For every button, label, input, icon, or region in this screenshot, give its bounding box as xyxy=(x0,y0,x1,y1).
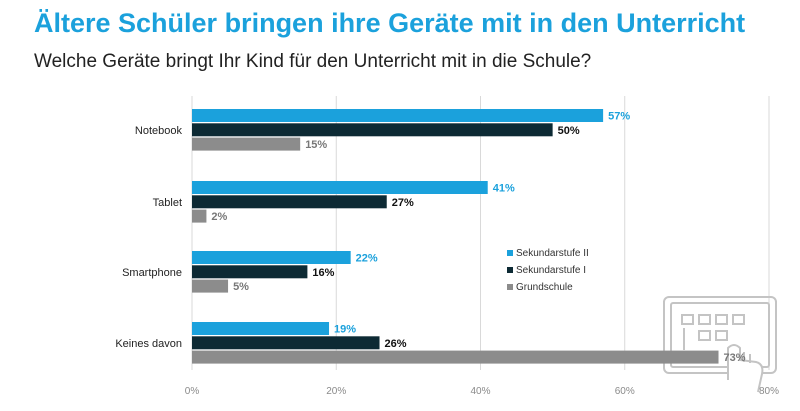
bar-keines-davon-sekundarstufe-ii xyxy=(192,322,330,335)
category-label-tablet: Tablet xyxy=(153,197,182,209)
bar-keines-davon-grundschule xyxy=(192,350,719,364)
legend-swatch-sekundarstufe-i xyxy=(507,267,513,273)
bar-tablet-grundschule xyxy=(192,209,207,223)
chart-title: Ältere Schüler bringen ihre Geräte mit i… xyxy=(34,8,746,38)
bar-notebook-sekundarstufe-i xyxy=(192,123,553,137)
x-axis-ticks: 0% 20% 40% 60% 80% xyxy=(185,386,779,397)
value-label: 57% xyxy=(608,111,630,123)
legend-label-sekundarstufe-ii: Sekundarstufe II xyxy=(516,248,589,259)
legend-label-grundschule: Grundschule xyxy=(516,282,573,293)
value-label: 2% xyxy=(211,211,227,223)
value-label: 73% xyxy=(724,352,746,364)
bar-tablet-sekundarstufe-i xyxy=(192,195,387,209)
legend-label-sekundarstufe-i: Sekundarstufe I xyxy=(516,265,586,276)
category-label-notebook: Notebook xyxy=(135,125,183,137)
x-tick-label: 80% xyxy=(759,386,779,397)
value-label: 41% xyxy=(493,183,515,195)
value-label: 26% xyxy=(385,338,407,350)
tablet-watermark-icon xyxy=(663,296,777,393)
bar-notebook-grundschule xyxy=(192,137,301,151)
bar-smartphone-grundschule xyxy=(192,279,229,293)
legend-swatch-grundschule xyxy=(507,284,513,290)
value-label: 22% xyxy=(356,253,378,265)
value-label: 16% xyxy=(312,267,334,279)
value-label: 19% xyxy=(334,324,356,336)
chart-subtitle: Welche Geräte bringt Ihr Kind für den Un… xyxy=(34,51,592,72)
bar-smartphone-sekundarstufe-i xyxy=(192,265,308,279)
x-tick-label: 20% xyxy=(326,386,346,397)
bar-series: 57% 50% 15% 41% 27% 2% 22% 16% 5% 19% 26% 73% xyxy=(192,109,746,364)
x-tick-label: 0% xyxy=(185,386,200,397)
value-label: 27% xyxy=(392,197,414,209)
value-label: 5% xyxy=(233,281,249,293)
bar-tablet-sekundarstufe-ii xyxy=(192,181,488,194)
x-tick-label: 40% xyxy=(470,386,490,397)
legend-swatch-sekundarstufe-ii xyxy=(507,250,513,256)
value-label: 15% xyxy=(305,139,327,151)
category-label-smartphone: Smartphone xyxy=(122,267,182,279)
legend: Sekundarstufe II Sekundarstufe I Grundschu… xyxy=(507,248,589,293)
x-tick-label: 60% xyxy=(615,386,635,397)
category-label-keines-davon: Keines davon xyxy=(115,338,182,350)
category-labels: Notebook Tablet Smartphone Keines davon xyxy=(115,125,182,350)
bar-notebook-sekundarstufe-ii xyxy=(192,109,604,122)
bar-smartphone-sekundarstufe-ii xyxy=(192,251,351,264)
value-label: 50% xyxy=(558,125,580,137)
bar-keines-davon-sekundarstufe-i xyxy=(192,336,380,350)
